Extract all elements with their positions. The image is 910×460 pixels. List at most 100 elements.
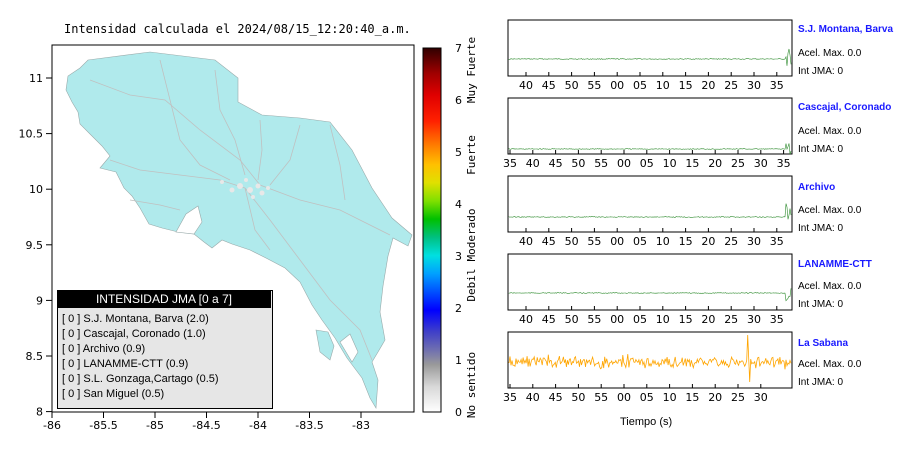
waveform-tick-label: 55	[587, 235, 601, 248]
waveform-panel: 35 40 45 50 55 00 05 10 15 20 25 30 35	[503, 97, 793, 170]
station-acel: Acel. Max. 0.0	[798, 205, 862, 216]
waveform-trace	[508, 334, 792, 383]
map-y-axis: 11 10.5 10 9.5 9 8.5 8	[19, 72, 52, 419]
waveform-panel: 40 45 50 55 00 05 10 15 20 25 30 35	[507, 175, 793, 248]
waveform-frame	[507, 175, 793, 233]
intensity-colorbar	[423, 48, 441, 412]
waveform-panels: 40 45 50 55 00 05 10 15 20 25 30 35 35 40 45 50 55 00 05 10…	[503, 19, 793, 404]
station-name: Cascajal, Coronado	[798, 102, 892, 113]
waveform-trace	[508, 143, 792, 155]
waveform-tick-label: 35	[503, 391, 517, 404]
waveform-tick-label: 35	[770, 79, 784, 92]
golfo-dulce	[339, 333, 359, 363]
legend-item: [ 0 ] San Miguel (0.5)	[62, 388, 165, 400]
colorbar-tick-label: 3	[455, 250, 462, 263]
colorbar-tick-label: 0	[455, 406, 462, 419]
station-name: LANAMME-CTT	[798, 259, 872, 270]
colorbar-frame	[422, 47, 442, 413]
waveform-tick-label: 25	[724, 79, 738, 92]
map-x-tick-label: -86	[43, 419, 61, 432]
colorbar-tick-label: 4	[455, 198, 462, 211]
waveform-tick-label: 50	[565, 313, 579, 326]
station-jma: Int JMA: 0	[798, 223, 844, 234]
map-y-tick-label: 8.5	[26, 350, 44, 363]
map-y-tick-label: 11	[29, 72, 43, 85]
map-x-tick-label: -84.5	[192, 419, 220, 432]
station-jma: Int JMA: 0	[798, 66, 844, 77]
waveform-tick-label: 05	[633, 235, 647, 248]
costa-rica-land	[65, 51, 413, 409]
waveform-panel: 40 45 50 55 00 05 10 15 20 25 30 35	[507, 19, 793, 92]
station-name: Archivo	[798, 182, 836, 193]
waveform-tick-label: 40	[526, 157, 540, 170]
waveform-tick-label: 15	[679, 235, 693, 248]
map-title: Intensidad calculada el 2024/08/15_12:20…	[64, 22, 411, 36]
legend-item: [ 0 ] S.J. Montana, Barva (2.0)	[62, 313, 209, 325]
waveform-tick-label: 35	[503, 157, 517, 170]
legend-item: [ 0 ] LANAMME-CTT (0.9)	[62, 358, 189, 370]
waveform-trace	[508, 48, 792, 66]
waveform-tick-label: 55	[594, 391, 608, 404]
map-x-axis: -86 -85.5 -85 -84.5 -84 -83.5 -83	[43, 412, 370, 432]
colorbar-tick-label: 1	[455, 354, 462, 367]
waveform-tick-label: 00	[617, 391, 631, 404]
station-jma: Int JMA: 0	[798, 299, 844, 310]
nicoya-gulf	[175, 205, 203, 235]
osa-peninsula	[315, 329, 335, 361]
colorbar-category-label: Fuerte	[465, 135, 478, 175]
colorbar-category-label: Moderado	[465, 209, 478, 262]
waveform-tick-label: 45	[542, 235, 556, 248]
waveform-tick-label: 15	[679, 313, 693, 326]
waveform-tick-label: 20	[701, 313, 715, 326]
waveform-tick-label: 50	[571, 391, 585, 404]
waveform-tick-label: 50	[565, 79, 579, 92]
waveform-tick-label: 10	[663, 391, 677, 404]
colorbar-tick-label: 7	[455, 42, 462, 55]
map-y-tick-label: 9	[36, 294, 43, 307]
waveform-tick-label: 45	[549, 391, 563, 404]
waveform-tick-label: 15	[685, 157, 699, 170]
waveform-tick-label: 40	[526, 391, 540, 404]
waveform-tick-label: 10	[663, 157, 677, 170]
station-jma: Int JMA: 0	[798, 144, 844, 155]
waveform-tick-label: 55	[594, 157, 608, 170]
colorbar-tick-label: 5	[455, 146, 462, 159]
waveform-frame	[507, 97, 793, 155]
station-acel: Acel. Max. 0.0	[798, 48, 862, 59]
waveform-tick-label: 00	[610, 79, 624, 92]
map-x-tick-label: -83.5	[295, 419, 323, 432]
station-acel: Acel. Max. 0.0	[798, 281, 862, 292]
waveform-tick-label: 05	[633, 313, 647, 326]
waveform-frame	[507, 253, 793, 311]
road-network	[89, 59, 391, 361]
waveform-tick-label: 25	[731, 157, 745, 170]
station-acel: Acel. Max. 0.0	[798, 126, 862, 137]
waveform-tick-label: 10	[656, 313, 670, 326]
colorbar-tick-label: 2	[455, 302, 462, 315]
waveform-tick-label: 20	[701, 235, 715, 248]
station-name: S.J. Montana, Barva	[798, 24, 894, 35]
waveform-tick-label: 10	[656, 79, 670, 92]
waveform-tick-label: 05	[640, 391, 654, 404]
colorbar-tick-label: 6	[455, 94, 462, 107]
map-x-tick-label: -84	[249, 419, 267, 432]
waveform-tick-label: 00	[617, 157, 631, 170]
waveform-tick-label: 45	[549, 157, 563, 170]
waveform-tick-label: 05	[633, 79, 647, 92]
map-x-tick-label: -85.5	[89, 419, 117, 432]
legend-item: [ 0 ] Archivo (0.9)	[62, 343, 146, 355]
waveform-tick-label: 00	[610, 313, 624, 326]
waveform-tick-label: 35	[777, 157, 791, 170]
colorbar-gradient	[423, 48, 441, 412]
colorbar-category-label: Debil	[465, 268, 478, 301]
waveform-tick-label: 25	[724, 313, 738, 326]
colorbar-ticks: 0 1 2 3 4 5 6 7	[455, 42, 462, 419]
waveform-tick-label: 15	[679, 79, 693, 92]
map-y-tick-label: 8	[36, 406, 43, 419]
legend-box	[57, 290, 273, 409]
waveform-tick-label: 30	[747, 79, 761, 92]
waveform-tick-label: 20	[708, 157, 722, 170]
legend-item: [ 0 ] S.L. Gonzaga,Cartago (0.5)	[62, 373, 219, 385]
map-y-tick-label: 9.5	[26, 239, 44, 252]
